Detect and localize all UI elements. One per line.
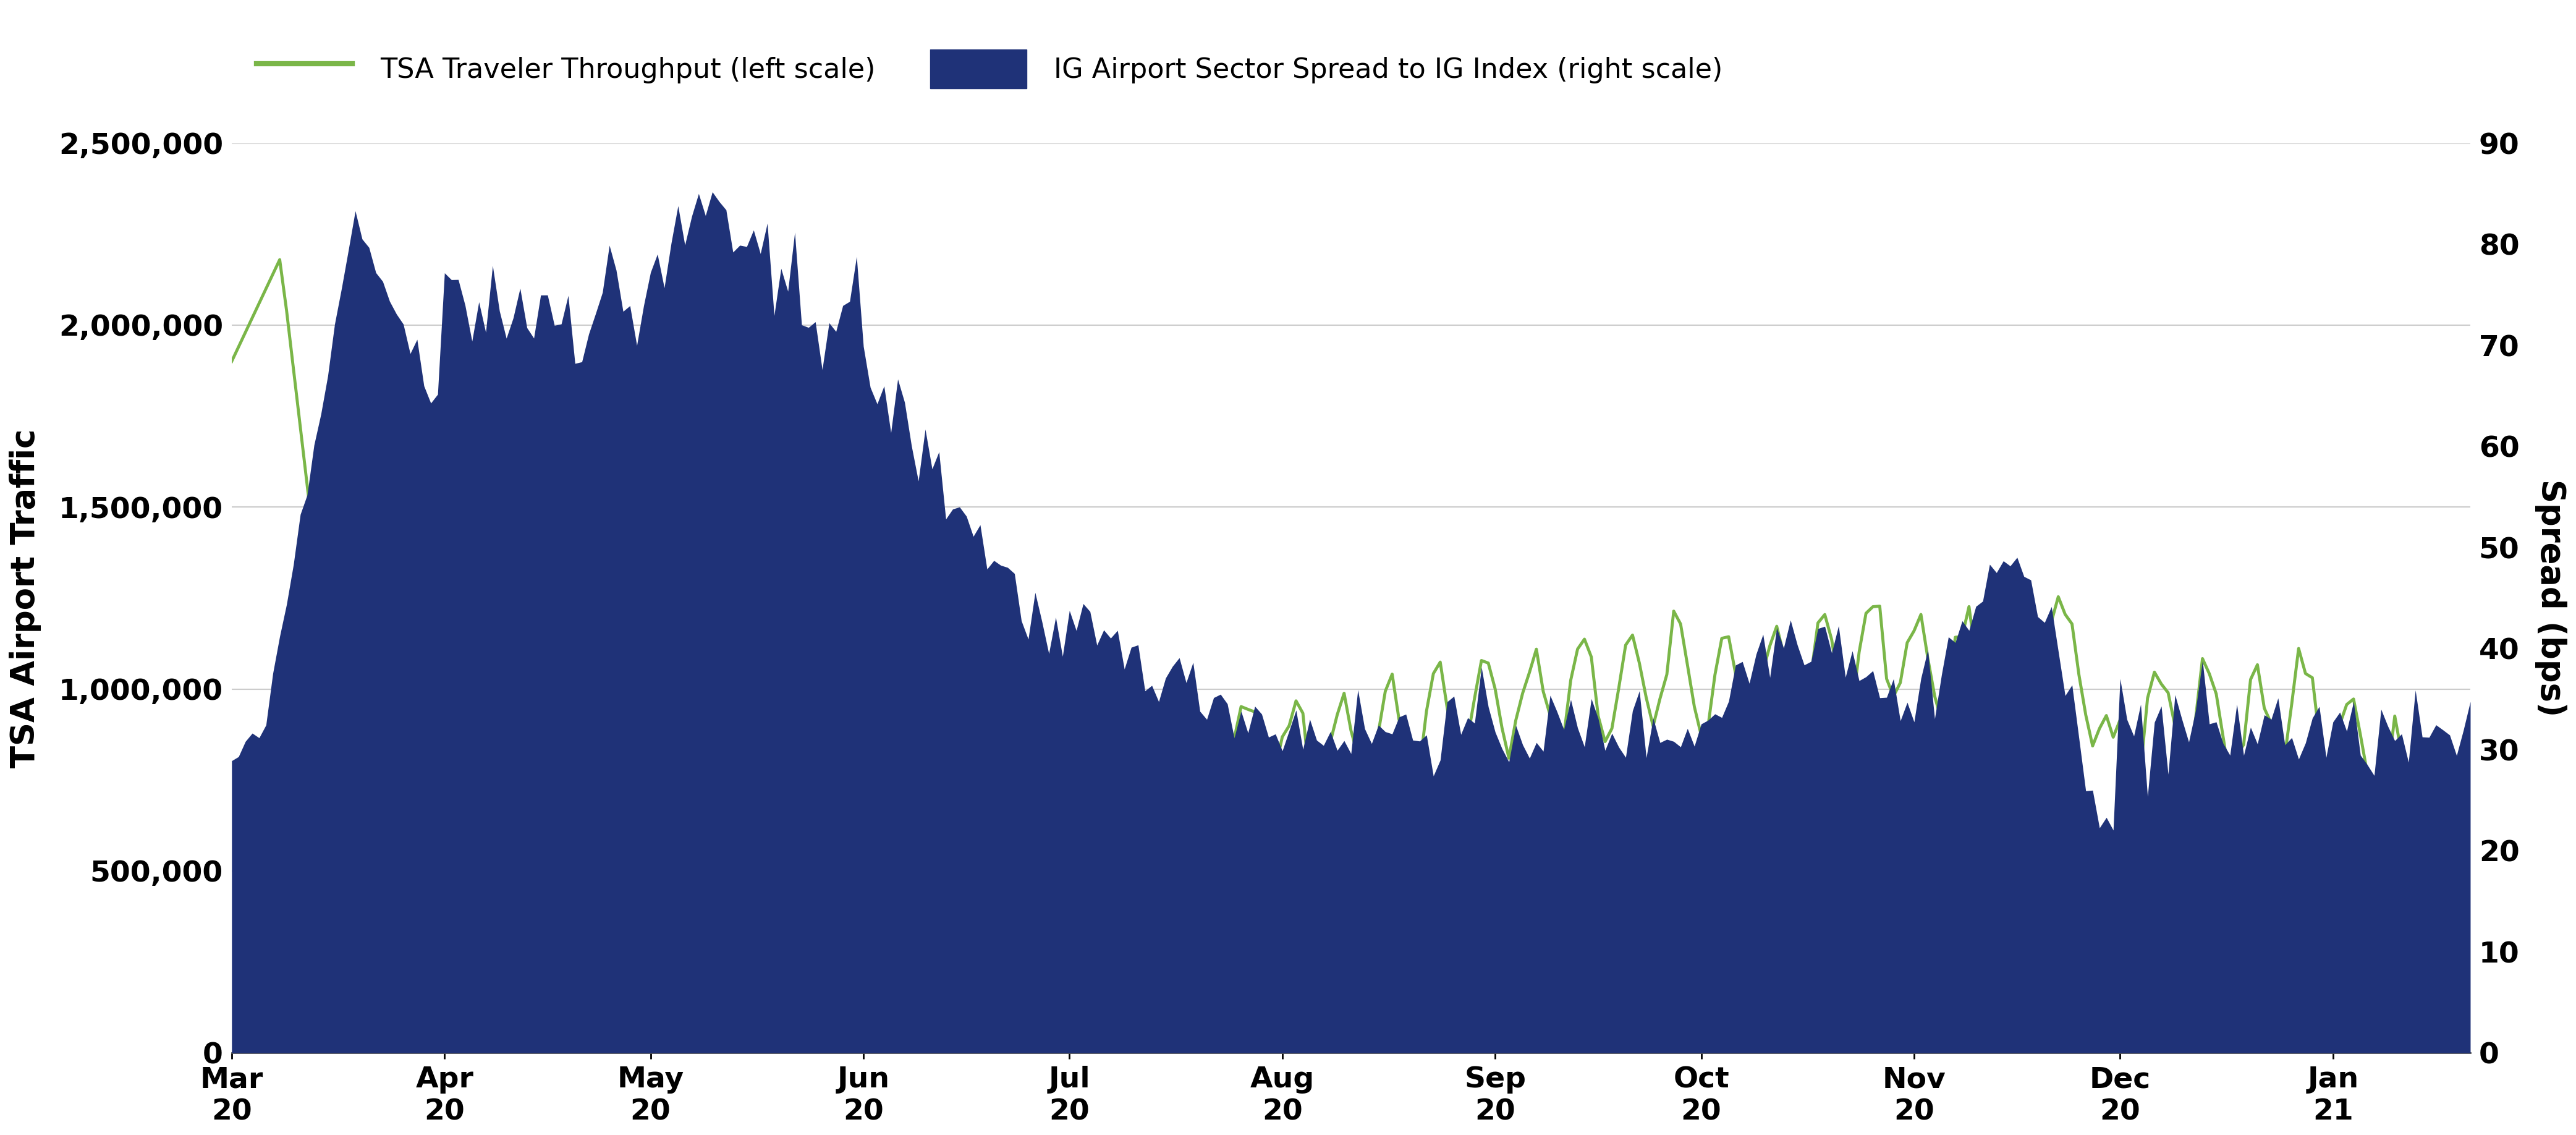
Y-axis label: Spread (bps): Spread (bps) [2535, 479, 2566, 717]
Legend: TSA Traveler Throughput (left scale), IG Airport Sector Spread to IG Index (righ: TSA Traveler Throughput (left scale), IG… [245, 39, 1734, 100]
Y-axis label: TSA Airport Traffic: TSA Airport Traffic [10, 429, 41, 767]
